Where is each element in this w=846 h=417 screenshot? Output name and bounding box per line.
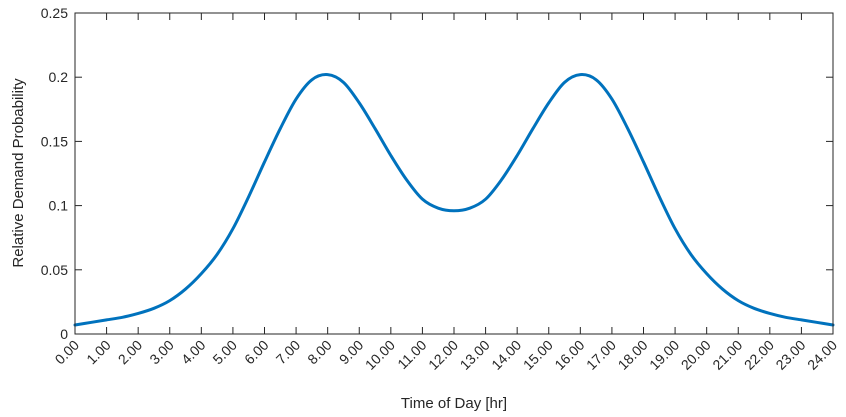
x-tick-label: 18.00 [615, 337, 651, 373]
y-axis-title: Relative Demand Probability [10, 78, 27, 268]
x-tick-label: 19.00 [646, 337, 682, 373]
x-tick-label: 1.00 [83, 337, 114, 368]
x-tick-label: 22.00 [741, 337, 777, 373]
x-tick-label: 20.00 [678, 337, 714, 373]
x-tick-label: 21.00 [709, 337, 745, 373]
plot-frame [74, 12, 834, 335]
x-tick-label: 5.00 [209, 337, 240, 368]
x-tick-label: 15.00 [520, 337, 556, 373]
x-tick-label: 24.00 [804, 337, 840, 373]
x-tick-label: 3.00 [146, 337, 177, 368]
plot-area [75, 13, 833, 334]
tick-marks [74, 12, 834, 335]
x-tick-label: 6.00 [241, 337, 272, 368]
y-tick-label: 0.1 [49, 198, 69, 214]
x-tick-label: 4.00 [178, 337, 209, 368]
y-tick-label: 0.05 [41, 262, 68, 278]
x-tick-label: 14.00 [488, 337, 524, 373]
x-tick-label: 17.00 [583, 337, 619, 373]
x-tick-label: 8.00 [304, 337, 335, 368]
y-tick-label: 0.2 [49, 69, 69, 85]
x-tick-label: 7.00 [273, 337, 304, 368]
x-tick-label: 23.00 [772, 337, 808, 373]
x-tick-label: 2.00 [115, 337, 146, 368]
x-tick-label: 16.00 [551, 337, 587, 373]
y-tick-label: 0.25 [41, 5, 68, 21]
x-tick-label: 12.00 [425, 337, 461, 373]
y-tick-label: 0 [60, 326, 68, 342]
y-tick-label: 0.15 [41, 133, 68, 149]
x-tick-label: 10.00 [362, 337, 398, 373]
series-line [73, 73, 835, 327]
x-axis-title: Time of Day [hr] [401, 395, 507, 412]
x-tick-label: 13.00 [457, 337, 493, 373]
x-tick-label: 11.00 [394, 337, 430, 373]
